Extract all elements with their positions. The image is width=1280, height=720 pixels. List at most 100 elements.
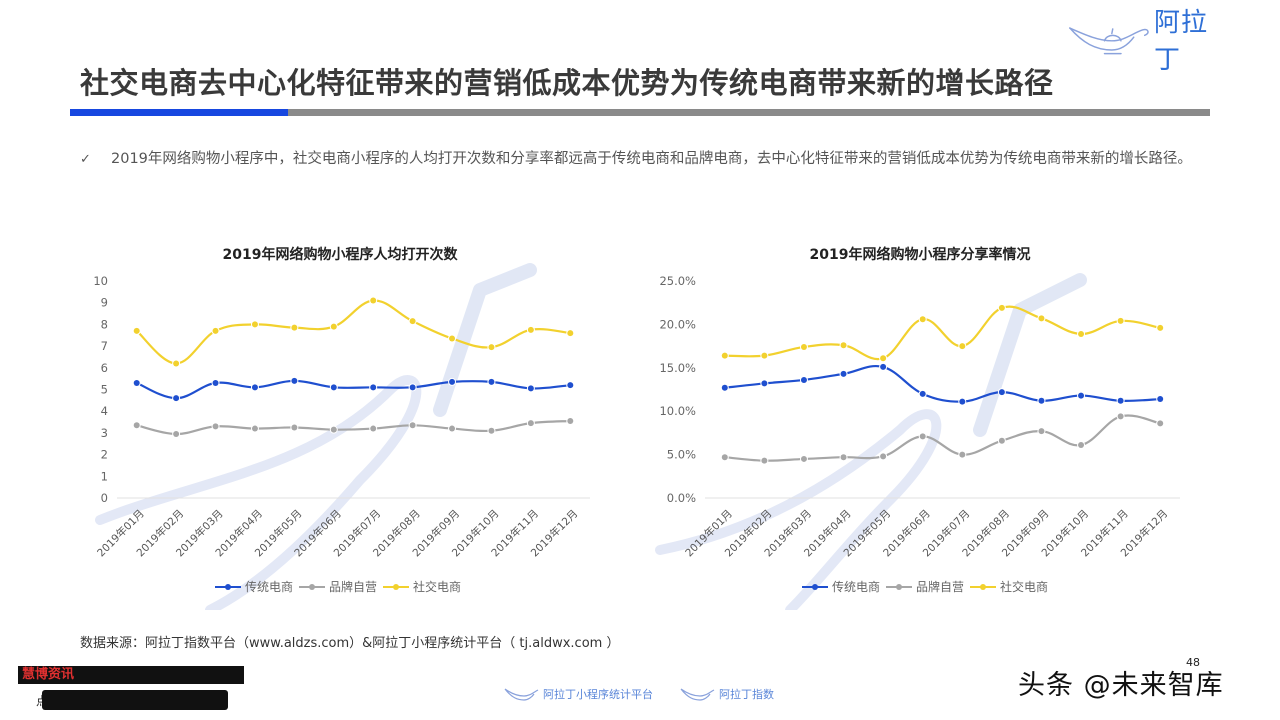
data-point[interactable]	[212, 327, 219, 334]
data-point[interactable]	[721, 384, 728, 391]
data-point[interactable]	[880, 453, 887, 460]
magic-lamp-icon	[504, 688, 539, 701]
data-point[interactable]	[488, 427, 495, 434]
redacted-banner: 慧博资讯	[18, 666, 244, 684]
title-underline	[70, 109, 1210, 116]
data-point[interactable]	[567, 417, 574, 424]
data-point[interactable]	[721, 352, 728, 359]
checkmark-icon: ✓	[80, 152, 91, 167]
data-point[interactable]	[761, 457, 768, 464]
data-point[interactable]	[1078, 392, 1085, 399]
data-point[interactable]	[721, 454, 728, 461]
chart-legend-right: 传统电商 品牌自营 社交电商	[802, 578, 1054, 595]
data-point[interactable]	[173, 430, 180, 437]
data-point[interactable]	[998, 304, 1005, 311]
data-point[interactable]	[840, 454, 847, 461]
data-point[interactable]	[1038, 428, 1045, 435]
data-point[interactable]	[1157, 396, 1164, 403]
data-point[interactable]	[488, 378, 495, 385]
legend-item-social[interactable]: 社交电商	[383, 578, 461, 595]
data-point[interactable]	[212, 379, 219, 386]
data-point[interactable]	[133, 327, 140, 334]
data-point[interactable]	[998, 437, 1005, 444]
data-point[interactable]	[1078, 330, 1085, 337]
data-point[interactable]	[1038, 315, 1045, 322]
series-line	[724, 365, 1161, 403]
data-point[interactable]	[527, 326, 534, 333]
data-point[interactable]	[840, 342, 847, 349]
data-point[interactable]	[840, 370, 847, 377]
legend-item-brand[interactable]: 品牌自营	[886, 578, 964, 595]
footer-logo-index: 阿拉丁指数	[680, 686, 774, 702]
summary-text: 2019年网络购物小程序中，社交电商小程序的人均打开次数和分享率都远高于传统电商…	[111, 151, 1192, 167]
data-point[interactable]	[800, 343, 807, 350]
data-point[interactable]	[800, 376, 807, 383]
y-tick-label: 5.0%	[667, 448, 696, 462]
line-marker-icon	[215, 582, 241, 592]
data-point[interactable]	[291, 324, 298, 331]
data-point[interactable]	[919, 433, 926, 440]
chart-legend-left: 传统电商 品牌自营 社交电商	[215, 578, 467, 595]
data-point[interactable]	[330, 323, 337, 330]
y-tick-label: 10.0%	[659, 404, 696, 418]
page-number: 48	[1186, 656, 1200, 669]
chart-title: 2019年网络购物小程序分享率情况	[809, 247, 1031, 263]
data-point[interactable]	[880, 363, 887, 370]
data-point[interactable]	[488, 344, 495, 351]
title-underline-accent	[70, 109, 288, 116]
data-point[interactable]	[133, 379, 140, 386]
magic-lamp-icon	[680, 688, 715, 701]
data-point[interactable]	[449, 378, 456, 385]
y-tick-label: 6	[101, 361, 108, 375]
legend-item-traditional[interactable]: 传统电商	[215, 578, 293, 595]
legend-item-traditional[interactable]: 传统电商	[802, 578, 880, 595]
data-point[interactable]	[251, 384, 258, 391]
data-point[interactable]	[449, 335, 456, 342]
redacted-tag: 慧博资讯	[22, 667, 75, 682]
data-point[interactable]	[1117, 317, 1124, 324]
data-point[interactable]	[527, 420, 534, 427]
data-point[interactable]	[409, 422, 416, 429]
data-point[interactable]	[800, 455, 807, 462]
data-point[interactable]	[330, 426, 337, 433]
data-point[interactable]	[567, 330, 574, 337]
data-point[interactable]	[567, 382, 574, 389]
data-point[interactable]	[449, 425, 456, 432]
data-point[interactable]	[370, 384, 377, 391]
data-point[interactable]	[919, 390, 926, 397]
legend-item-social[interactable]: 社交电商	[970, 578, 1048, 595]
data-point[interactable]	[761, 352, 768, 359]
data-point[interactable]	[1157, 420, 1164, 427]
data-point[interactable]	[330, 384, 337, 391]
y-tick-label: 1	[101, 469, 108, 483]
legend-item-brand[interactable]: 品牌自营	[299, 578, 377, 595]
data-point[interactable]	[919, 316, 926, 323]
line-plot: 0123456789102019年01月2019年02月2019年03月2019…	[93, 274, 590, 559]
data-point[interactable]	[251, 321, 258, 328]
data-point[interactable]	[409, 318, 416, 325]
data-point[interactable]	[370, 297, 377, 304]
data-point[interactable]	[291, 377, 298, 384]
data-point[interactable]	[1078, 442, 1085, 449]
data-point[interactable]	[1117, 413, 1124, 420]
data-point[interactable]	[370, 425, 377, 432]
data-point[interactable]	[1038, 397, 1045, 404]
y-tick-label: 0.0%	[667, 491, 696, 505]
data-point[interactable]	[959, 451, 966, 458]
data-point[interactable]	[959, 398, 966, 405]
data-point[interactable]	[212, 423, 219, 430]
data-point[interactable]	[291, 424, 298, 431]
data-point[interactable]	[761, 380, 768, 387]
data-point[interactable]	[1117, 397, 1124, 404]
data-point[interactable]	[409, 384, 416, 391]
data-point[interactable]	[251, 425, 258, 432]
data-point[interactable]	[959, 343, 966, 350]
data-point[interactable]	[527, 385, 534, 392]
data-point[interactable]	[1157, 324, 1164, 331]
data-point[interactable]	[880, 355, 887, 362]
data-point[interactable]	[173, 395, 180, 402]
data-point[interactable]	[173, 360, 180, 367]
data-point[interactable]	[133, 422, 140, 429]
y-tick-label: 8	[101, 317, 108, 331]
data-point[interactable]	[998, 389, 1005, 396]
